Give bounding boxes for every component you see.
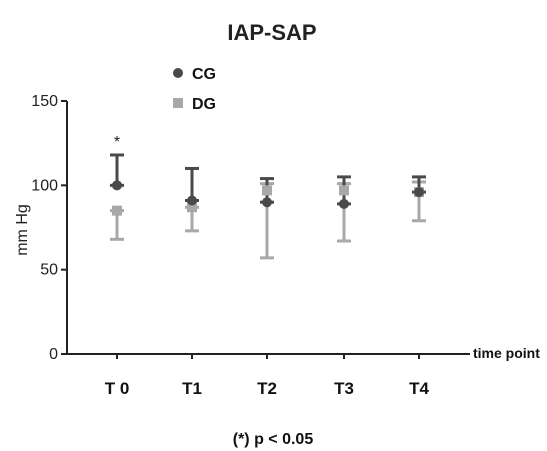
data-point-cg bbox=[414, 187, 424, 198]
y-tick-label: 50 bbox=[40, 262, 58, 279]
legend-marker-dg bbox=[173, 98, 183, 108]
data-point-dg bbox=[339, 185, 349, 196]
x-tick-label: T 0 bbox=[105, 379, 130, 398]
data-point-dg bbox=[187, 202, 197, 213]
x-tick-label: T3 bbox=[334, 379, 354, 398]
chart-title: IAP-SAP bbox=[227, 20, 316, 45]
x-axis-label: time point bbox=[473, 345, 540, 361]
footnote: (*) p < 0.05 bbox=[233, 431, 314, 448]
legend: CG DG bbox=[173, 66, 216, 113]
data-point-cg bbox=[112, 180, 122, 191]
x-tick-label: T1 bbox=[182, 379, 202, 398]
significance-star: * bbox=[114, 134, 120, 151]
data-point-dg bbox=[262, 185, 272, 196]
legend-marker-cg bbox=[173, 68, 183, 78]
data-point-dg bbox=[112, 205, 122, 216]
y-tick-label: 0 bbox=[49, 346, 58, 363]
x-tick-label: T4 bbox=[409, 379, 429, 398]
data-point-cg bbox=[187, 195, 197, 206]
y-tick-label: 100 bbox=[31, 177, 58, 194]
legend-label-cg: CG bbox=[192, 66, 216, 83]
legend-label-dg: DG bbox=[192, 96, 216, 113]
y-tick-label: 150 bbox=[31, 93, 58, 110]
y-ticks: 0 50 100 150 bbox=[31, 93, 67, 363]
x-tick-label: T2 bbox=[257, 379, 277, 398]
data-point-cg bbox=[339, 198, 349, 209]
axes bbox=[66, 101, 470, 355]
data-marks: * bbox=[110, 134, 426, 260]
data-point-cg bbox=[262, 197, 272, 208]
x-categories: T 0 T1 T2 T3 T4 bbox=[105, 354, 429, 398]
y-axis-label: mm Hg bbox=[14, 204, 31, 256]
